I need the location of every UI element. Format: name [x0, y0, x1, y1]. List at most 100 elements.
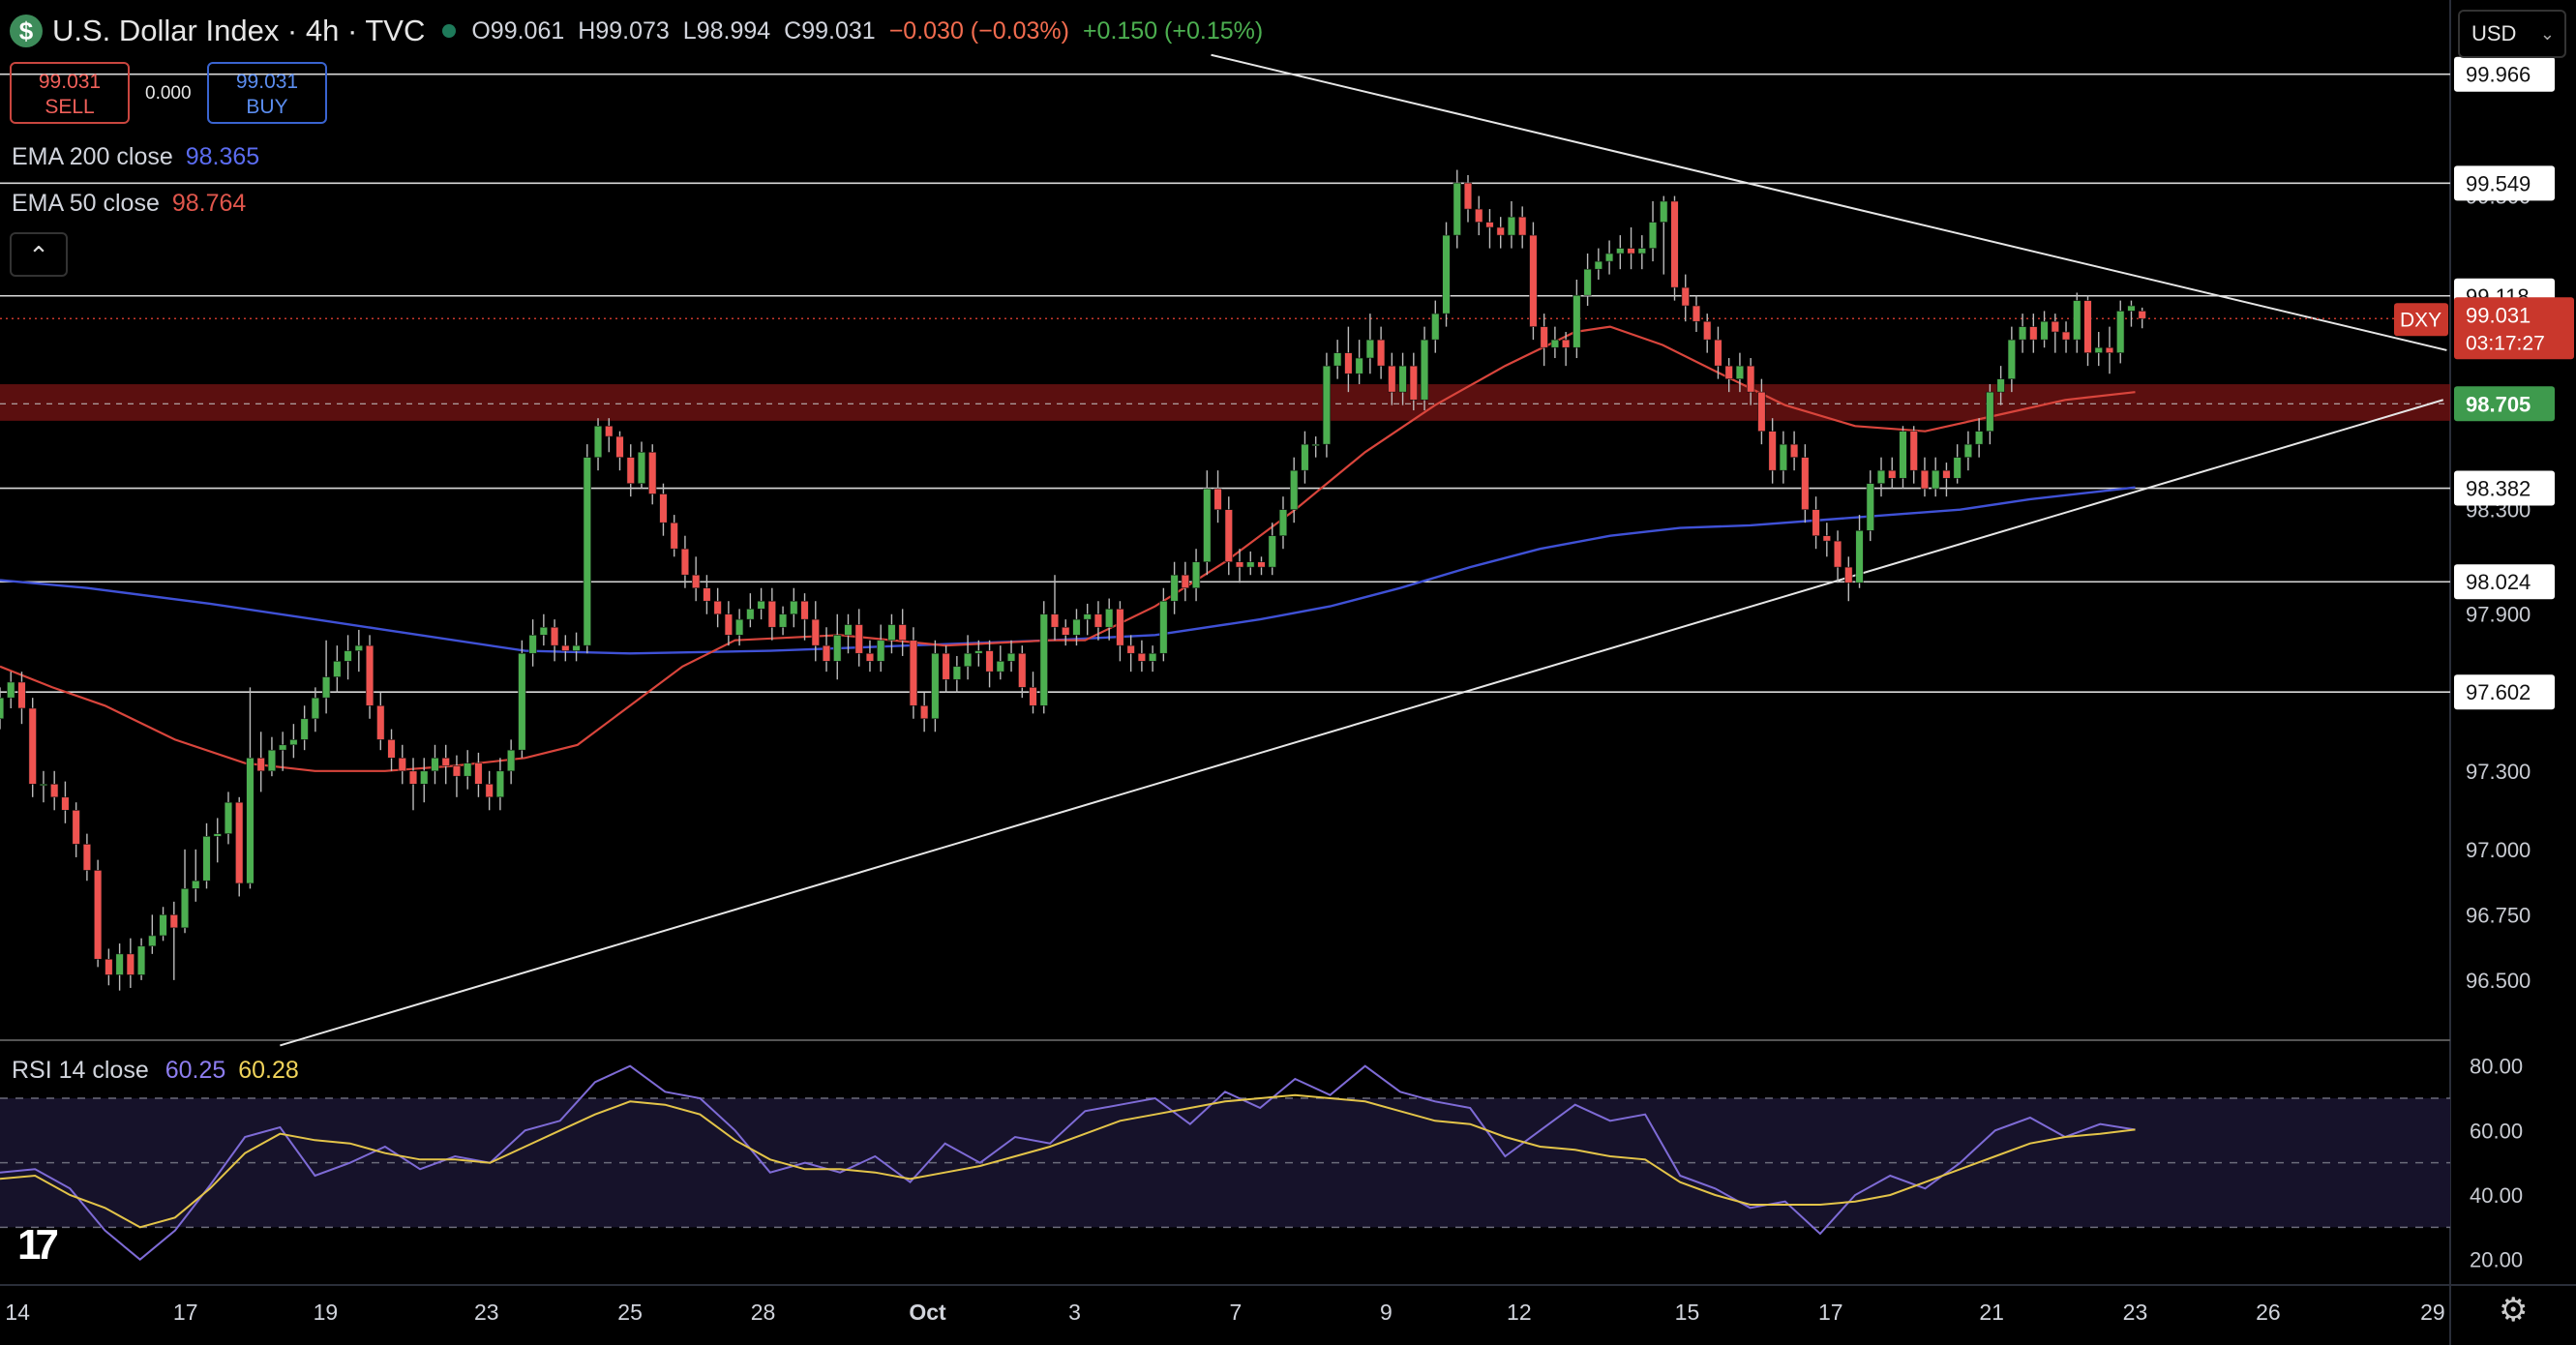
time-tick-7: 3	[1068, 1300, 1081, 1325]
candle-body	[235, 801, 244, 884]
candle-body	[593, 425, 603, 458]
candle-body	[507, 749, 516, 772]
candle	[1083, 603, 1092, 636]
candle	[1137, 640, 1147, 672]
sell-button[interactable]: 99.031 SELL	[10, 62, 130, 124]
candle	[1398, 352, 1407, 405]
candle-body	[1376, 339, 1386, 367]
candle	[1604, 240, 1614, 275]
candle-body	[833, 635, 842, 662]
candle-body	[615, 435, 624, 458]
candle	[1268, 523, 1276, 576]
ema200-legend[interactable]: EMA 200 close 98.365	[12, 143, 259, 171]
candle	[420, 758, 429, 803]
ema50-legend[interactable]: EMA 50 close 98.764	[12, 190, 246, 218]
candle-body	[485, 784, 494, 798]
candle-body	[1083, 613, 1092, 620]
candle	[1507, 200, 1516, 249]
candle	[213, 818, 222, 863]
buy-button[interactable]: 99.031 BUY	[207, 62, 327, 124]
countdown-tag: 03:17:27	[2466, 332, 2545, 354]
currency-select[interactable]: USD ⌄	[2458, 10, 2566, 58]
symbol-tag-box	[2394, 303, 2448, 337]
candle-body	[1670, 200, 1679, 288]
candle-body	[1692, 305, 1701, 322]
time-tick-14: 23	[2123, 1300, 2148, 1325]
last-price-tag: 99.031	[2466, 303, 2531, 327]
candle-body	[452, 765, 462, 777]
candle	[1322, 352, 1332, 458]
gear-icon[interactable]: ⚙	[2499, 1292, 2529, 1329]
candle-body	[376, 704, 385, 740]
candle-body	[572, 644, 581, 651]
candle	[1170, 561, 1179, 614]
candle-body	[1899, 431, 1907, 479]
symbol-title[interactable]: U.S. Dollar Index · 4h · TVC	[52, 14, 426, 47]
candle-body	[746, 609, 755, 620]
candle	[1062, 619, 1070, 646]
candle	[2040, 311, 2049, 348]
candle	[354, 629, 363, 672]
market-status-icon	[442, 24, 457, 38]
time-tick-1: 17	[173, 1300, 198, 1325]
candle-body	[854, 624, 863, 654]
candle-body	[1604, 253, 1614, 262]
collapse-legend-button[interactable]: ⌃	[10, 232, 68, 277]
candle	[1333, 340, 1342, 379]
price-tick-2: 97.000	[2466, 838, 2531, 862]
candle-body	[1137, 652, 1147, 662]
candle	[1290, 457, 1299, 523]
level-tag-0: 99.966	[2466, 63, 2531, 87]
candle	[387, 729, 396, 771]
candle	[1855, 515, 1864, 588]
ohlc-close: C99.031	[784, 16, 876, 45]
level-tag-1: 99.549	[2466, 171, 2531, 195]
candle	[1660, 195, 1668, 275]
price-tick-1: 97.300	[2466, 760, 2531, 784]
candle	[1278, 496, 1288, 550]
candle-body	[2073, 300, 2082, 341]
candle-body	[387, 739, 396, 759]
candle-body	[1822, 535, 1831, 542]
candle	[2007, 326, 2016, 393]
candle	[833, 613, 842, 680]
candle	[1257, 556, 1266, 576]
candle-body	[1105, 609, 1114, 628]
candle-body	[1365, 339, 1374, 359]
candle-body	[1888, 469, 1897, 479]
candle	[1942, 463, 1951, 497]
candle	[1812, 496, 1820, 550]
candle-body	[703, 587, 711, 602]
candle-body	[1050, 613, 1060, 628]
candle	[7, 672, 15, 708]
candle-body	[539, 626, 548, 636]
rsi-tick-3: 20.00	[2470, 1248, 2523, 1272]
candle	[246, 687, 255, 889]
level-tag-box-4	[2454, 564, 2555, 600]
candle-body	[365, 644, 374, 706]
candle	[790, 587, 798, 628]
candle	[321, 640, 331, 714]
level-tag-5: 97.602	[2466, 680, 2531, 704]
candle	[1149, 645, 1157, 672]
candle	[1126, 635, 1135, 672]
candle-body	[996, 661, 1004, 672]
candle-body	[289, 739, 298, 746]
rsi-legend[interactable]: RSI 14 close 60.25 60.28	[12, 1057, 299, 1085]
candle-body	[844, 624, 853, 636]
candle-body	[148, 935, 157, 947]
symbol-tag: DXY	[2400, 309, 2441, 331]
candle	[1224, 496, 1233, 576]
candle-body	[1344, 352, 1353, 374]
candle-body	[767, 600, 776, 628]
candle-body	[518, 652, 526, 751]
level-tag-4: 98.024	[2466, 570, 2531, 594]
candle	[2094, 332, 2103, 367]
candle-body	[1398, 365, 1407, 393]
candle-body	[680, 548, 690, 576]
candle	[811, 601, 820, 662]
candle-body	[1322, 365, 1332, 445]
candle-body	[2040, 320, 2049, 341]
